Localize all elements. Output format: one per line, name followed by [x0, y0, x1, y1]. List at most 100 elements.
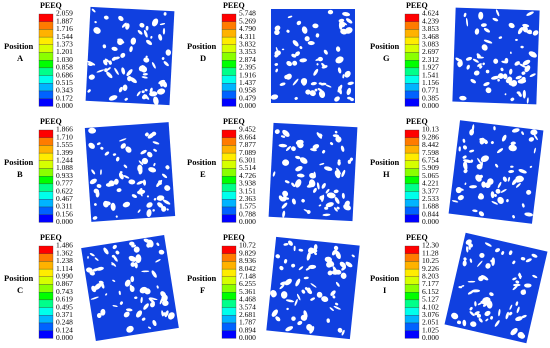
void — [118, 15, 124, 22]
void — [469, 129, 475, 136]
panel: Position E PEEQ9.4528.6647.8777.0896.3015.… — [187, 117, 358, 226]
void — [337, 67, 342, 74]
legend-band — [38, 261, 54, 270]
void — [321, 194, 325, 202]
void — [318, 82, 323, 85]
legend-label: 0.958 — [239, 86, 256, 95]
void — [521, 203, 525, 208]
void — [133, 246, 140, 253]
void — [156, 242, 160, 246]
void — [294, 96, 298, 100]
void — [313, 187, 317, 193]
void — [92, 216, 98, 220]
legend-label: 8.936 — [239, 256, 256, 265]
void — [532, 30, 539, 36]
void — [123, 311, 130, 318]
void — [497, 181, 502, 189]
void — [165, 165, 170, 170]
void — [118, 172, 124, 180]
void — [477, 260, 483, 267]
void — [340, 145, 345, 152]
void — [494, 193, 497, 197]
panel: Position D PEEQ5.7485.2694.7904.3113.8323.… — [187, 1, 355, 110]
void — [314, 252, 317, 256]
legend-band — [404, 191, 420, 200]
void — [296, 20, 302, 26]
legend-band — [38, 52, 54, 61]
void — [94, 21, 97, 24]
position-label: Position — [187, 157, 217, 167]
void — [469, 311, 475, 317]
void — [111, 46, 118, 51]
void — [157, 88, 166, 95]
void — [121, 67, 126, 75]
legend-title: PEEQ — [223, 1, 245, 10]
void — [514, 61, 520, 66]
void — [96, 184, 102, 188]
void — [301, 26, 308, 34]
void — [158, 195, 163, 200]
legend-label: 7.877 — [239, 140, 256, 149]
void — [149, 91, 158, 97]
void — [305, 89, 311, 95]
legend-band — [221, 315, 237, 324]
void — [325, 188, 330, 194]
void — [106, 71, 113, 79]
legend-band — [221, 276, 237, 285]
void — [327, 9, 334, 15]
legend-label: 1.201 — [56, 47, 73, 56]
void — [521, 71, 526, 75]
void — [157, 202, 164, 208]
legend-label: 0.000 — [239, 333, 256, 342]
legend-band — [221, 183, 237, 192]
void — [518, 272, 522, 280]
void — [88, 74, 95, 80]
legend-band — [38, 322, 54, 331]
void — [495, 9, 500, 17]
void — [510, 141, 516, 145]
legend-label: 12.30 — [422, 241, 439, 250]
void — [96, 69, 105, 73]
void — [271, 291, 277, 298]
void — [286, 307, 289, 311]
void — [474, 28, 480, 35]
void — [484, 310, 491, 317]
void — [530, 51, 536, 57]
void — [280, 291, 288, 299]
void — [134, 296, 138, 300]
void — [325, 202, 334, 208]
void — [482, 302, 488, 307]
legend-label: 2.395 — [239, 63, 256, 72]
legend-label: 10.72 — [239, 241, 256, 250]
legend-band — [221, 52, 237, 61]
position-label: Position — [370, 157, 400, 167]
legend-band — [221, 160, 237, 169]
legend-label: 0.248 — [56, 318, 73, 327]
position-label: Position — [370, 41, 400, 51]
legend-title: PEEQ — [40, 1, 62, 10]
legend-band — [221, 21, 237, 30]
void — [334, 96, 340, 102]
legend-label: 1.156 — [422, 78, 439, 87]
void — [129, 285, 135, 292]
legend-label: 9.286 — [422, 132, 439, 141]
legend-label: 0.777 — [56, 179, 73, 188]
void — [347, 159, 352, 164]
void — [477, 157, 482, 165]
void — [526, 11, 534, 16]
legend-band — [404, 261, 420, 270]
void — [125, 23, 130, 30]
void — [333, 245, 339, 251]
void — [319, 162, 325, 166]
void — [483, 27, 491, 33]
void — [479, 65, 483, 69]
void — [528, 137, 535, 142]
void — [500, 189, 507, 193]
void — [272, 171, 276, 177]
void — [148, 326, 152, 329]
void — [336, 206, 340, 210]
position-letter: C — [17, 285, 23, 295]
void — [300, 314, 308, 321]
void — [134, 262, 138, 269]
